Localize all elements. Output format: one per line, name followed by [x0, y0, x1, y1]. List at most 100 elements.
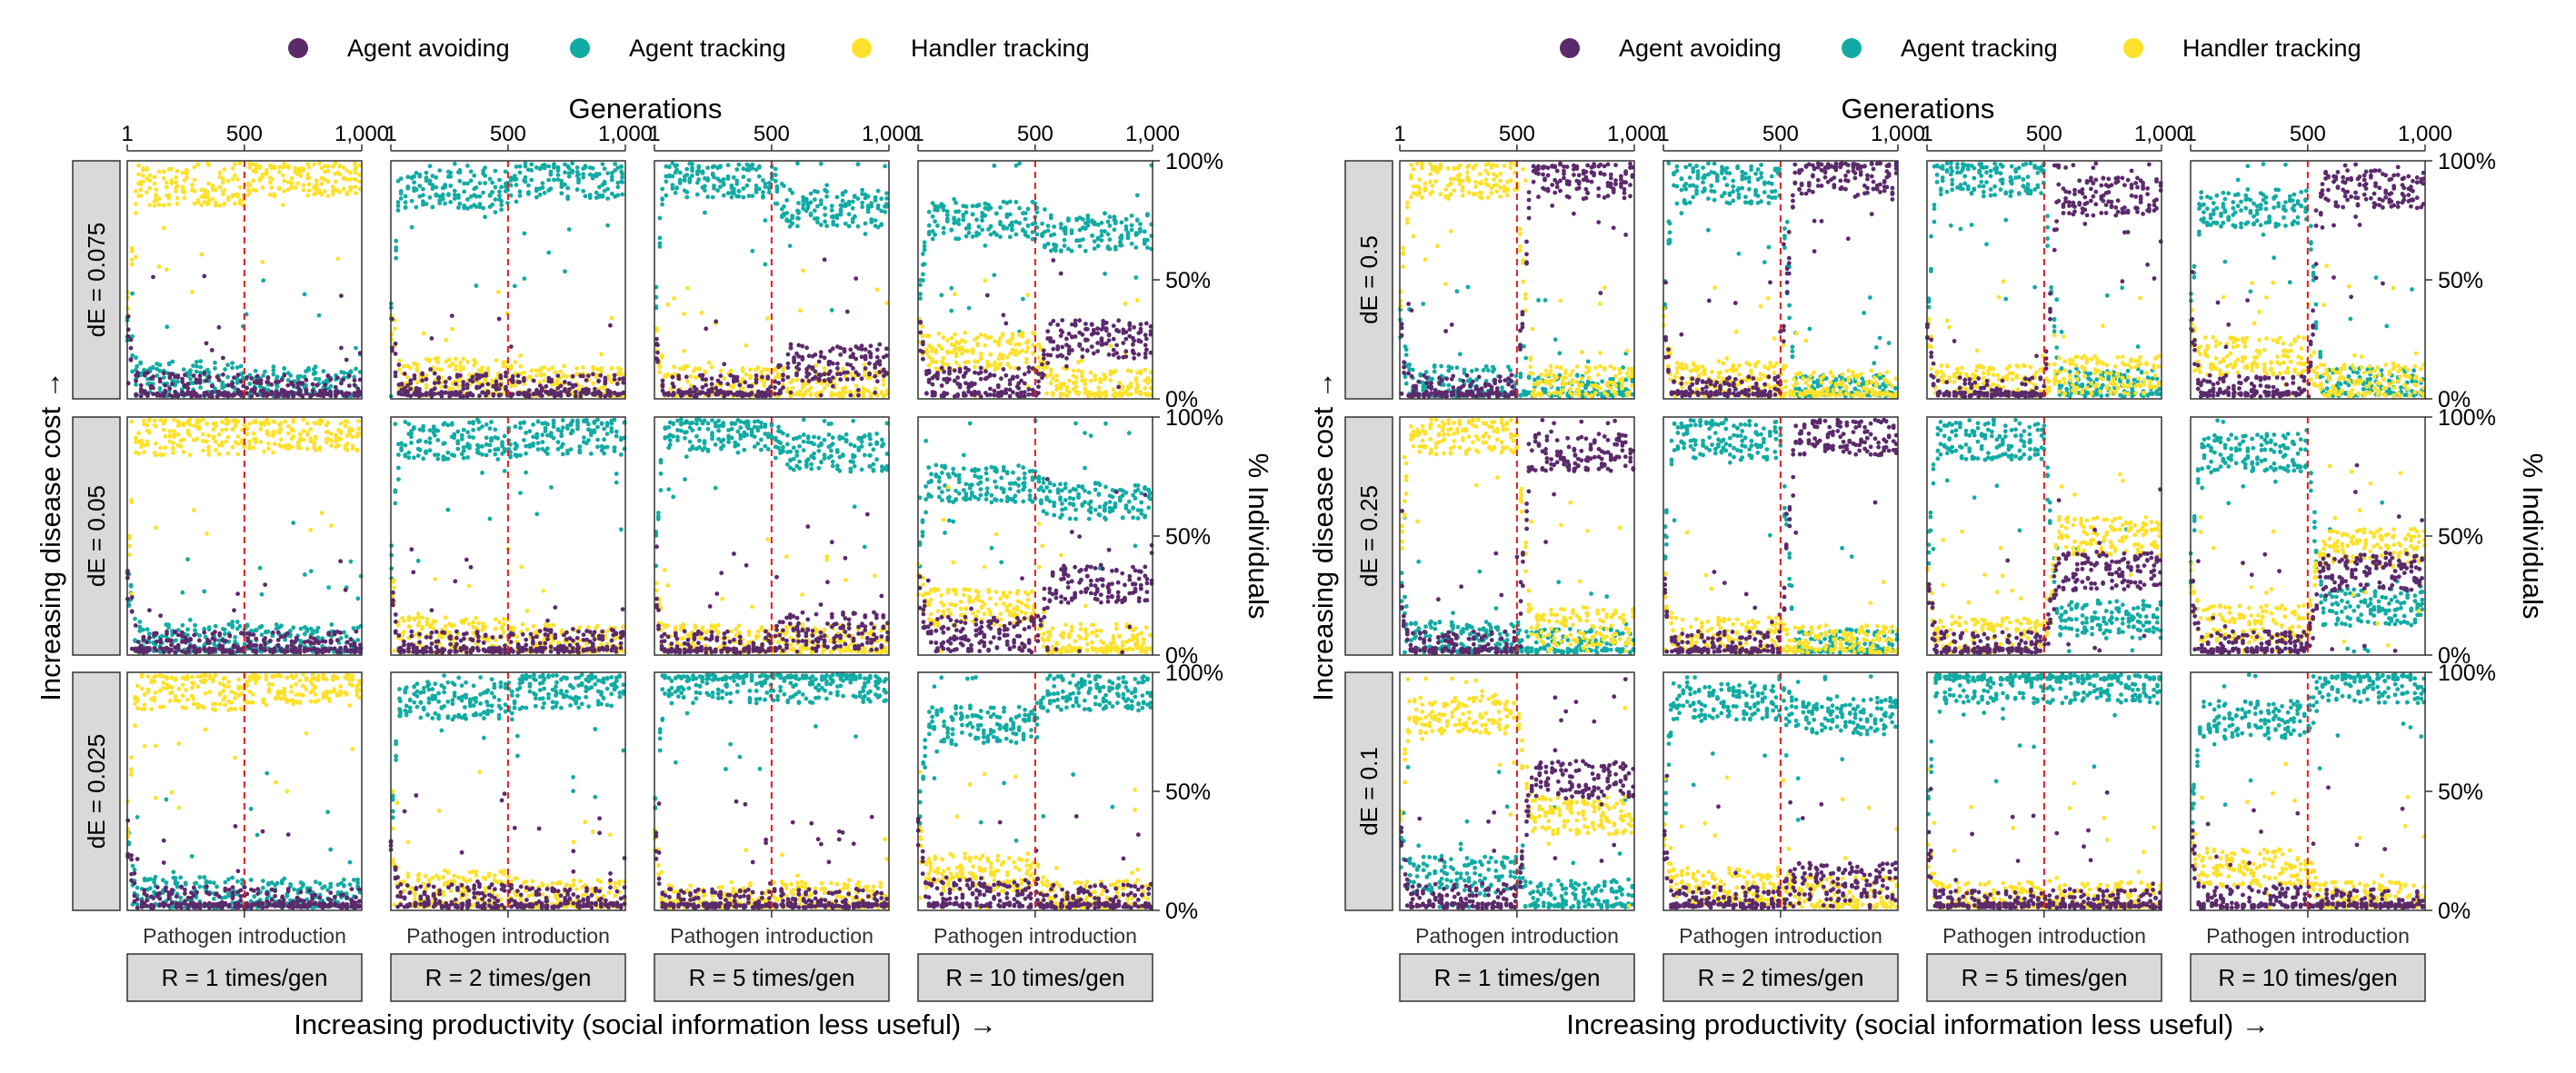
data-point	[232, 608, 236, 612]
data-point	[277, 185, 282, 190]
data-point	[314, 371, 318, 375]
data-point	[134, 392, 138, 397]
data-point	[553, 370, 557, 374]
data-point	[351, 446, 355, 451]
data-point	[421, 456, 425, 461]
data-point	[205, 439, 209, 443]
data-point	[286, 164, 291, 169]
data-point	[339, 437, 344, 442]
data-point	[158, 613, 163, 618]
data-point	[171, 441, 175, 445]
data-point	[1014, 200, 1019, 204]
data-point	[198, 381, 203, 385]
data-point	[1138, 369, 1143, 373]
data-point	[1103, 211, 1107, 215]
data-point	[1013, 349, 1018, 353]
data-point	[392, 578, 396, 582]
data-point	[400, 382, 404, 386]
row-strip-label: dE = 0.025	[83, 734, 110, 849]
data-point	[273, 194, 277, 199]
data-point	[977, 204, 982, 208]
data-point	[408, 378, 413, 383]
data-point	[173, 651, 177, 655]
data-point	[1053, 244, 1058, 249]
data-point	[958, 383, 963, 387]
data-point	[726, 176, 731, 181]
data-point	[308, 436, 313, 441]
data-point	[259, 379, 264, 383]
data-point	[614, 472, 619, 476]
data-point	[682, 367, 686, 372]
data-point	[540, 393, 544, 398]
data-point	[421, 187, 425, 192]
data-point	[320, 418, 324, 422]
data-point	[312, 163, 316, 167]
data-point	[205, 341, 209, 345]
data-point	[303, 293, 307, 297]
data-point	[157, 197, 162, 202]
data-point	[1107, 353, 1112, 357]
data-point	[757, 164, 762, 169]
data-point	[774, 173, 778, 177]
data-point	[977, 224, 982, 229]
data-point	[1130, 242, 1134, 246]
data-point	[462, 449, 466, 453]
data-point	[835, 224, 840, 228]
data-point	[522, 420, 526, 424]
data-point	[252, 432, 256, 436]
data-point	[983, 243, 987, 248]
data-point	[478, 194, 483, 199]
data-point	[1026, 339, 1031, 343]
data-point	[1023, 382, 1027, 386]
data-point	[471, 393, 475, 398]
data-point	[326, 585, 331, 590]
data-point	[869, 204, 874, 209]
data-point	[845, 377, 850, 382]
data-point	[1112, 323, 1116, 328]
data-point	[732, 175, 736, 180]
data-point	[285, 644, 290, 649]
data-point	[1045, 329, 1050, 333]
data-point	[465, 383, 470, 387]
data-point	[513, 283, 517, 288]
data-point	[197, 633, 202, 638]
data-point	[136, 173, 141, 177]
data-point	[851, 206, 855, 211]
data-point	[1077, 318, 1082, 323]
data-point	[596, 379, 601, 383]
data-point	[499, 185, 504, 190]
data-point	[875, 287, 880, 292]
data-point	[183, 190, 187, 194]
data-point	[158, 638, 163, 642]
data-point	[552, 165, 556, 170]
data-point	[202, 371, 206, 375]
data-point	[509, 194, 514, 198]
data-point	[1005, 362, 1010, 366]
data-point	[214, 448, 218, 452]
data-point	[1011, 336, 1015, 341]
data-point	[575, 419, 580, 423]
data-point	[813, 197, 817, 202]
data-point	[684, 390, 689, 394]
data-point	[315, 179, 319, 184]
data-point	[701, 373, 705, 378]
data-point	[1013, 343, 1018, 347]
data-point	[311, 392, 315, 397]
data-point	[494, 169, 498, 174]
data-point	[875, 379, 880, 383]
data-point	[202, 627, 206, 631]
row-strip-label: dE = 0.075	[83, 223, 110, 338]
data-point	[452, 453, 456, 458]
data-point	[1113, 219, 1118, 224]
data-point	[248, 646, 253, 651]
data-point	[517, 380, 522, 384]
pathogen-label: Pathogen introduction	[670, 924, 874, 948]
data-point	[1067, 379, 1072, 383]
data-point	[145, 641, 149, 645]
data-point	[235, 177, 240, 182]
data-point	[614, 434, 619, 439]
data-point	[1027, 370, 1032, 374]
data-point	[536, 441, 541, 445]
data-point	[796, 354, 801, 359]
data-point	[823, 366, 827, 371]
